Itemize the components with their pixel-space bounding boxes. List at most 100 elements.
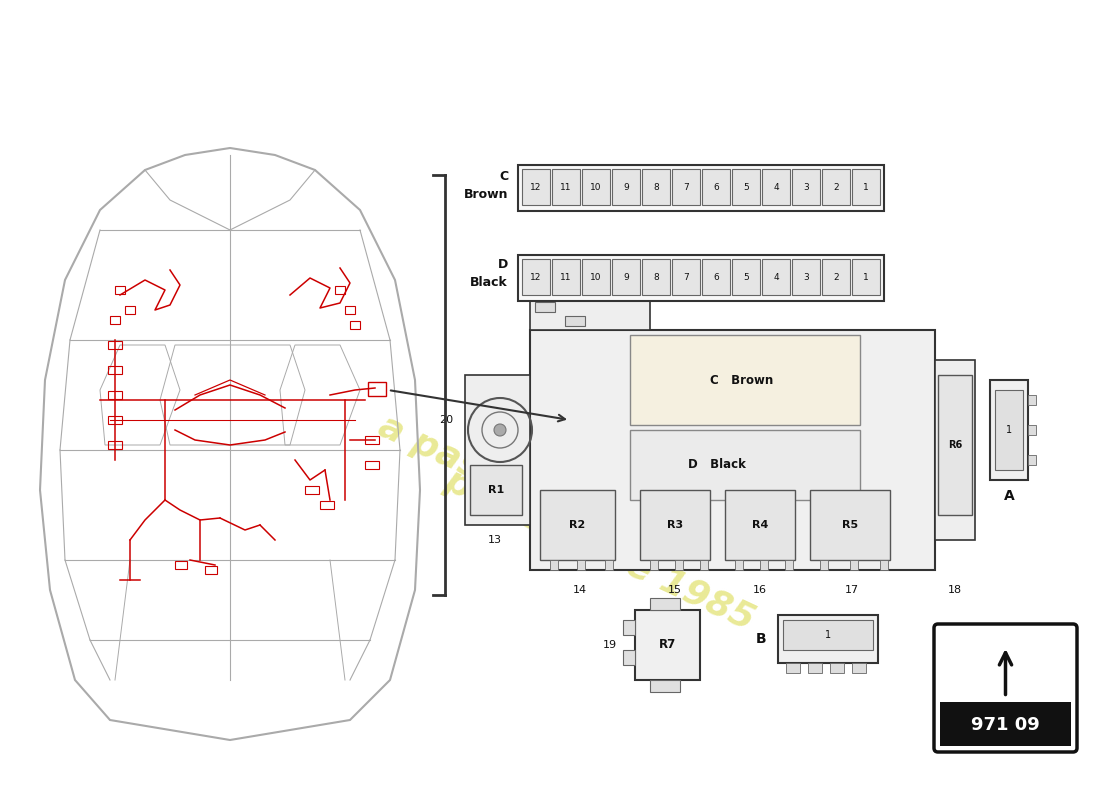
Bar bbox=[518, 165, 884, 211]
Bar bbox=[175, 561, 187, 569]
Text: 3: 3 bbox=[803, 182, 808, 191]
Text: parts since 1985: parts since 1985 bbox=[440, 463, 760, 637]
Bar bbox=[810, 490, 890, 560]
Text: R2: R2 bbox=[570, 520, 585, 530]
Text: 5: 5 bbox=[744, 273, 749, 282]
Bar bbox=[623, 620, 635, 635]
Bar bbox=[700, 560, 708, 570]
Bar bbox=[1028, 425, 1036, 435]
Text: 1: 1 bbox=[825, 630, 832, 640]
Text: A: A bbox=[1003, 489, 1014, 503]
Bar bbox=[320, 501, 334, 509]
Text: 6: 6 bbox=[713, 273, 719, 282]
Text: 4: 4 bbox=[773, 273, 779, 282]
Bar bbox=[522, 259, 550, 295]
Bar bbox=[582, 259, 610, 295]
Text: 7: 7 bbox=[683, 182, 689, 191]
Bar bbox=[642, 259, 670, 295]
Bar bbox=[935, 360, 975, 540]
Bar bbox=[783, 620, 873, 650]
Bar bbox=[550, 560, 558, 570]
Text: R7: R7 bbox=[659, 638, 676, 651]
Bar bbox=[108, 366, 122, 374]
Text: 7: 7 bbox=[683, 273, 689, 282]
Text: 3: 3 bbox=[803, 273, 808, 282]
Bar bbox=[108, 341, 122, 349]
Bar bbox=[786, 663, 800, 673]
Text: 20: 20 bbox=[439, 415, 453, 425]
Text: 1: 1 bbox=[864, 182, 869, 191]
Bar bbox=[650, 560, 658, 570]
Bar bbox=[582, 169, 610, 205]
Bar bbox=[822, 259, 850, 295]
Bar bbox=[605, 560, 613, 570]
Bar bbox=[623, 650, 635, 665]
Bar bbox=[702, 259, 730, 295]
Text: 17: 17 bbox=[845, 585, 859, 595]
Bar bbox=[365, 436, 380, 444]
Text: 18: 18 bbox=[948, 585, 962, 595]
Bar bbox=[650, 598, 680, 610]
Bar bbox=[630, 335, 860, 425]
Text: a passion for: a passion for bbox=[373, 409, 627, 551]
Bar bbox=[675, 560, 683, 570]
Bar bbox=[522, 169, 550, 205]
Bar bbox=[518, 255, 884, 301]
Bar bbox=[808, 663, 822, 673]
Bar bbox=[108, 416, 122, 424]
Bar bbox=[672, 169, 700, 205]
Bar bbox=[552, 169, 580, 205]
Circle shape bbox=[494, 424, 506, 436]
Text: 10: 10 bbox=[591, 273, 602, 282]
Text: C: C bbox=[499, 170, 508, 183]
Bar bbox=[540, 490, 615, 560]
Bar bbox=[672, 259, 700, 295]
Text: 10: 10 bbox=[591, 182, 602, 191]
Bar bbox=[642, 169, 670, 205]
Bar bbox=[530, 330, 935, 570]
Text: 971 09: 971 09 bbox=[971, 716, 1040, 734]
Bar bbox=[345, 306, 355, 314]
Bar bbox=[552, 259, 580, 295]
Text: 14: 14 bbox=[573, 585, 587, 595]
Bar bbox=[732, 259, 760, 295]
Bar bbox=[990, 380, 1028, 480]
Bar bbox=[852, 169, 880, 205]
Text: 9: 9 bbox=[623, 273, 629, 282]
Text: 1: 1 bbox=[864, 273, 869, 282]
Bar bbox=[650, 680, 680, 692]
Text: 2: 2 bbox=[833, 182, 839, 191]
Text: 1: 1 bbox=[1005, 425, 1012, 435]
Bar bbox=[880, 560, 888, 570]
Bar bbox=[465, 375, 530, 525]
Bar bbox=[350, 321, 360, 329]
Bar bbox=[125, 306, 135, 314]
Text: 4: 4 bbox=[773, 182, 779, 191]
Bar bbox=[735, 560, 743, 570]
Bar bbox=[565, 316, 585, 326]
Bar bbox=[612, 169, 640, 205]
Text: 5: 5 bbox=[744, 182, 749, 191]
Bar bbox=[108, 391, 122, 399]
Text: R5: R5 bbox=[842, 520, 858, 530]
Bar bbox=[365, 461, 380, 469]
Bar bbox=[116, 286, 125, 294]
Text: D   Black: D Black bbox=[688, 458, 746, 471]
Text: 11: 11 bbox=[560, 273, 572, 282]
Bar bbox=[305, 486, 319, 494]
Text: 8: 8 bbox=[653, 182, 659, 191]
Bar bbox=[852, 259, 880, 295]
Bar bbox=[535, 302, 556, 312]
Bar bbox=[778, 615, 878, 663]
Text: R6: R6 bbox=[948, 440, 962, 450]
Bar bbox=[110, 316, 120, 324]
Text: D: D bbox=[497, 258, 508, 271]
Bar bbox=[578, 560, 585, 570]
Bar bbox=[1028, 455, 1036, 465]
Bar bbox=[640, 490, 710, 560]
Bar bbox=[830, 663, 844, 673]
Text: R3: R3 bbox=[667, 520, 683, 530]
Text: 19: 19 bbox=[603, 640, 617, 650]
Bar bbox=[785, 560, 793, 570]
Bar bbox=[852, 663, 866, 673]
